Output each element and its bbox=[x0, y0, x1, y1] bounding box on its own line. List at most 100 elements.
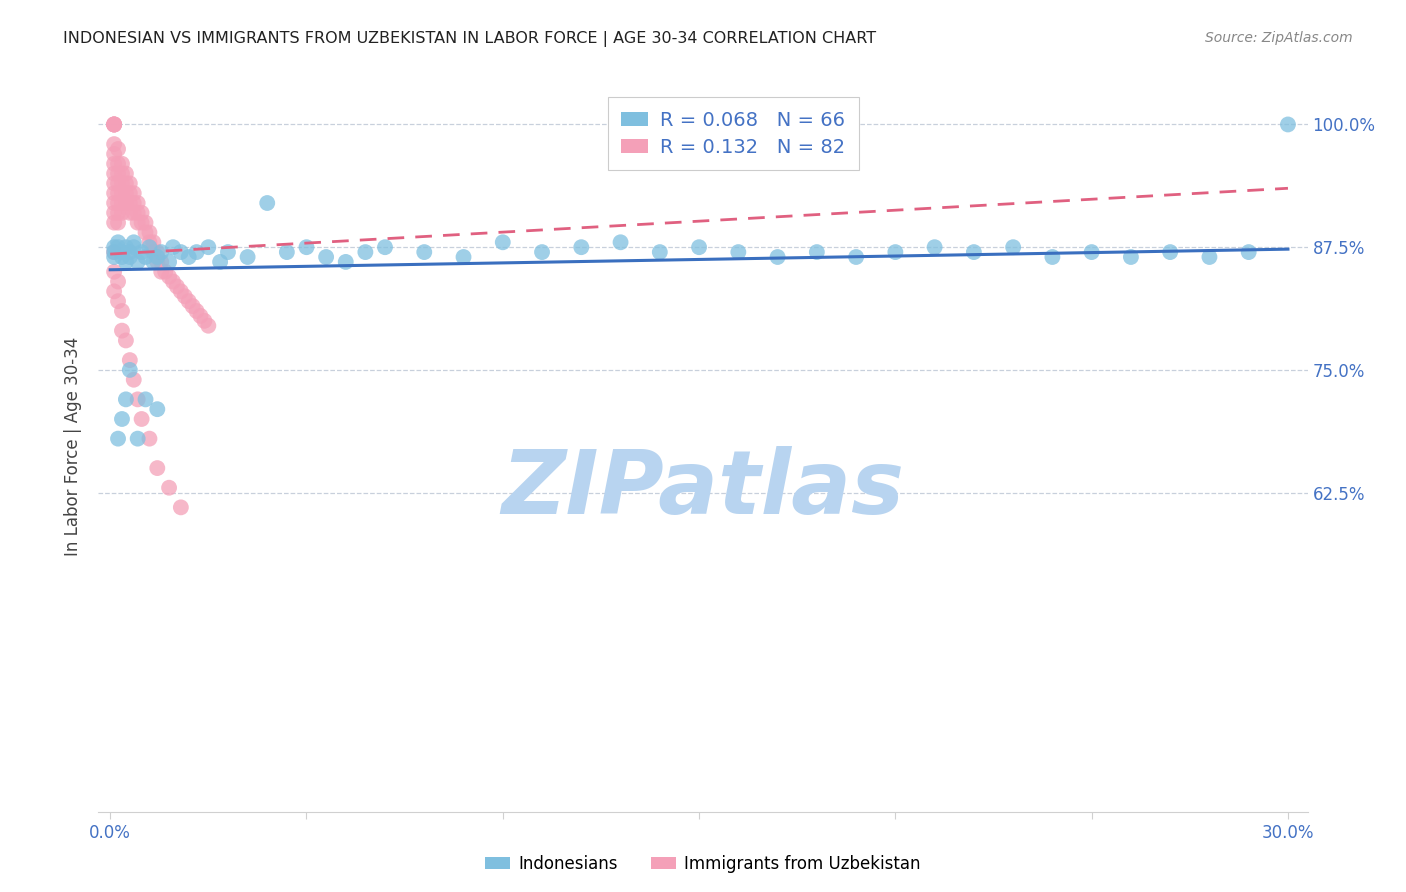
Point bbox=[118, 186, 141, 201]
Point bbox=[146, 402, 169, 417]
Point bbox=[103, 240, 125, 254]
Point bbox=[806, 245, 828, 260]
Point bbox=[142, 245, 165, 260]
Point bbox=[170, 285, 193, 299]
Point bbox=[150, 245, 173, 260]
Point bbox=[157, 255, 180, 269]
Point bbox=[122, 186, 145, 201]
Point bbox=[157, 481, 180, 495]
Point bbox=[135, 226, 157, 240]
Point bbox=[131, 206, 153, 220]
Point bbox=[131, 245, 153, 260]
Point bbox=[111, 186, 134, 201]
Point bbox=[107, 216, 129, 230]
Point bbox=[335, 255, 357, 269]
Point bbox=[111, 177, 134, 191]
Point bbox=[103, 137, 125, 152]
Point bbox=[111, 196, 134, 211]
Point bbox=[131, 412, 153, 426]
Point bbox=[118, 206, 141, 220]
Point bbox=[103, 285, 125, 299]
Point bbox=[115, 392, 138, 407]
Point bbox=[107, 177, 129, 191]
Text: INDONESIAN VS IMMIGRANTS FROM UZBEKISTAN IN LABOR FORCE | AGE 30-34 CORRELATION : INDONESIAN VS IMMIGRANTS FROM UZBEKISTAN… bbox=[63, 31, 876, 47]
Point bbox=[1080, 245, 1102, 260]
Point bbox=[181, 299, 204, 313]
Point bbox=[111, 412, 134, 426]
Point bbox=[107, 432, 129, 446]
Point bbox=[115, 240, 138, 254]
Point bbox=[924, 240, 946, 254]
Point bbox=[138, 240, 160, 254]
Point bbox=[103, 167, 125, 181]
Point bbox=[186, 304, 208, 318]
Point bbox=[688, 240, 710, 254]
Point bbox=[103, 245, 125, 260]
Point bbox=[103, 118, 125, 132]
Point bbox=[193, 314, 215, 328]
Point bbox=[135, 392, 157, 407]
Point bbox=[413, 245, 436, 260]
Point bbox=[1237, 245, 1260, 260]
Point bbox=[1159, 245, 1181, 260]
Point bbox=[166, 279, 188, 293]
Point bbox=[115, 186, 138, 201]
Point bbox=[315, 250, 337, 264]
Point bbox=[146, 250, 169, 264]
Point bbox=[122, 240, 145, 254]
Point bbox=[118, 196, 141, 211]
Point bbox=[963, 245, 986, 260]
Point bbox=[103, 147, 125, 161]
Point bbox=[197, 240, 219, 254]
Point bbox=[142, 235, 165, 250]
Point bbox=[103, 118, 125, 132]
Point bbox=[453, 250, 475, 264]
Point bbox=[118, 177, 141, 191]
Point bbox=[127, 432, 149, 446]
Point bbox=[111, 324, 134, 338]
Point bbox=[138, 432, 160, 446]
Point bbox=[107, 167, 129, 181]
Point bbox=[138, 235, 160, 250]
Point bbox=[127, 196, 149, 211]
Text: Source: ZipAtlas.com: Source: ZipAtlas.com bbox=[1205, 31, 1353, 45]
Point bbox=[127, 392, 149, 407]
Point bbox=[118, 245, 141, 260]
Point bbox=[107, 196, 129, 211]
Point bbox=[209, 255, 232, 269]
Point bbox=[150, 265, 173, 279]
Point bbox=[118, 353, 141, 368]
Point bbox=[162, 275, 184, 289]
Point bbox=[115, 255, 138, 269]
Point bbox=[354, 245, 377, 260]
Point bbox=[1198, 250, 1220, 264]
Point bbox=[103, 196, 125, 211]
Point bbox=[190, 309, 212, 323]
Legend: R = 0.068   N = 66, R = 0.132   N = 82: R = 0.068 N = 66, R = 0.132 N = 82 bbox=[607, 97, 859, 170]
Point bbox=[157, 269, 180, 284]
Point bbox=[103, 118, 125, 132]
Point bbox=[374, 240, 396, 254]
Point bbox=[122, 235, 145, 250]
Point bbox=[256, 196, 278, 211]
Point bbox=[115, 167, 138, 181]
Point bbox=[107, 294, 129, 309]
Point bbox=[103, 265, 125, 279]
Point bbox=[115, 177, 138, 191]
Point bbox=[173, 289, 195, 303]
Point bbox=[111, 250, 134, 264]
Point bbox=[153, 265, 176, 279]
Point bbox=[103, 245, 125, 260]
Point bbox=[107, 142, 129, 156]
Point bbox=[236, 250, 259, 264]
Point bbox=[492, 235, 515, 250]
Point bbox=[146, 461, 169, 475]
Point bbox=[118, 250, 141, 264]
Point bbox=[103, 118, 125, 132]
Point bbox=[531, 245, 554, 260]
Point bbox=[295, 240, 318, 254]
Point bbox=[103, 206, 125, 220]
Point bbox=[111, 167, 134, 181]
Point bbox=[197, 318, 219, 333]
Point bbox=[1119, 250, 1142, 264]
